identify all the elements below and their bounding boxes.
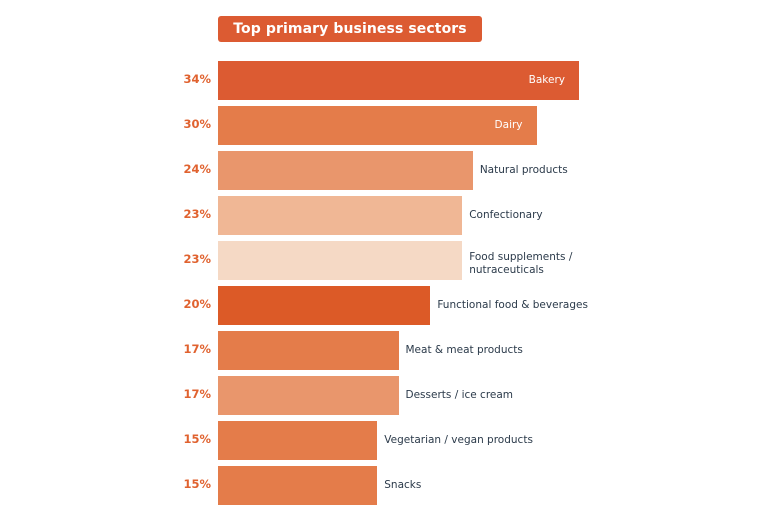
bar [218,376,399,415]
bar [218,106,537,145]
category-label: Snacks [384,479,422,491]
value-label: 23% [183,207,211,221]
bar [218,331,399,370]
value-label: 30% [183,117,211,131]
value-label: 24% [183,162,211,176]
chart-title: Top primary business sectors [218,16,482,42]
category-label: Bakery [528,74,565,86]
bar [218,196,463,235]
value-label: 34% [183,72,211,86]
bar [218,61,579,100]
bar [218,151,473,190]
category-label: Food supplements / nutraceuticals [469,251,573,276]
value-label: 23% [183,252,211,266]
bar [218,241,463,280]
category-label: Confectionary [469,209,543,221]
bar [218,466,378,505]
value-label: 15% [183,477,211,491]
category-label: Dairy [494,119,523,131]
category-label: Desserts / ice cream [405,389,514,401]
value-label: 17% [183,342,211,356]
value-label: 15% [183,432,211,446]
bar [218,286,431,325]
category-label: Vegetarian / vegan products [384,434,533,446]
value-label: 17% [183,387,211,401]
value-label: 20% [183,297,211,311]
category-label: Functional food & beverages [437,299,588,311]
category-label: Natural products [479,164,568,176]
bar [218,421,378,460]
category-label: Meat & meat products [405,344,523,356]
